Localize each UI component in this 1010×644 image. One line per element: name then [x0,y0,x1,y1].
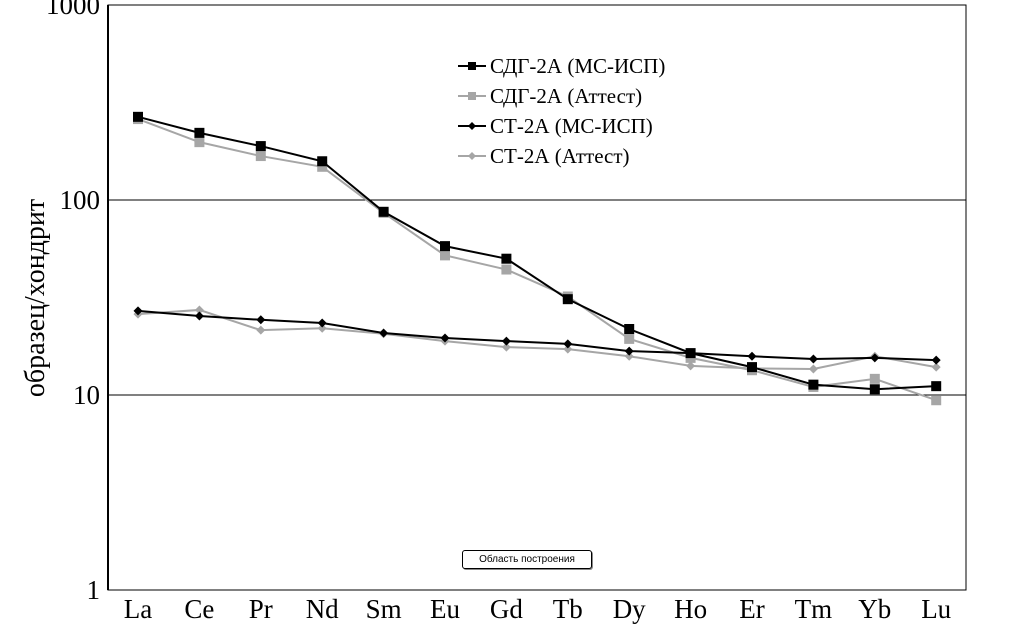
y-tick-label: 1000 [46,0,100,20]
x-tick-label: Nd [306,594,339,624]
data-point [563,339,573,349]
x-tick-label: Tm [795,594,833,624]
data-point [194,137,205,148]
data-point [378,206,389,217]
legend-marker [468,62,476,70]
data-point [931,362,941,372]
series-line [137,118,937,402]
data-point [686,361,696,371]
data-point [256,325,266,335]
data-point [747,351,757,361]
data-point [869,373,880,384]
data-point [931,395,942,406]
legend-label: СТ-2А (МС-ИСП) [490,114,653,138]
x-tick-label: Dy [613,594,646,624]
series-line [137,115,937,391]
data-point [317,156,328,167]
data-point [808,379,819,390]
x-tick-label: Tb [553,594,583,624]
data-point [624,324,635,335]
data-point [931,355,941,365]
legend-label: СДГ-2А (МС-ИСП) [490,54,665,78]
data-point [931,381,942,392]
data-point [562,294,573,305]
data-point [501,336,511,346]
data-point [686,348,696,358]
data-point [194,305,204,315]
data-point [501,264,512,275]
series-line [137,309,937,362]
data-point [808,364,818,374]
data-point [256,315,266,325]
legend-marker [468,92,476,100]
series-line [137,308,937,370]
legend-label: СДГ-2А (Аттест) [490,84,642,108]
data-point [747,362,757,373]
x-tick-label: Er [739,594,764,624]
data-point [133,306,143,316]
x-tick-label: Pr [249,594,273,624]
data-point [317,161,328,172]
y-axis-label: образец/хондрит [20,199,51,397]
x-tick-label: Yb [858,594,891,624]
x-tick-label: La [124,594,152,624]
data-point [133,111,143,122]
legend-label: СТ-2А (Аттест) [490,144,630,168]
data-point [563,344,573,354]
x-tick-label: Ce [184,594,214,624]
plot-area-tooltip: Область построения [462,550,592,569]
legend-marker [468,122,476,130]
data-point [870,353,880,363]
data-point [379,328,389,338]
data-point [440,333,450,343]
legend-marker [468,152,476,160]
data-point [501,342,511,352]
x-tick-label: Gd [490,594,523,624]
data-point [624,346,634,356]
x-tick-label: Sm [366,594,402,624]
data-point [808,354,818,364]
y-tick-label: 10 [73,380,100,410]
data-point [440,250,450,261]
data-point [869,384,880,395]
data-point [624,351,634,361]
data-point [255,141,266,152]
data-point [501,253,512,264]
data-point [194,127,205,138]
data-point [255,151,266,162]
x-tick-label: Lu [921,594,951,624]
data-point [317,318,327,328]
data-point [317,323,327,333]
x-tick-label: Ho [674,594,707,624]
y-tick-label: 1 [87,575,101,605]
data-point [440,241,450,252]
y-tick-label: 100 [60,185,101,215]
data-point [624,333,635,344]
data-point [194,311,204,321]
plot-area [107,4,967,591]
x-tick-label: Eu [430,594,460,624]
